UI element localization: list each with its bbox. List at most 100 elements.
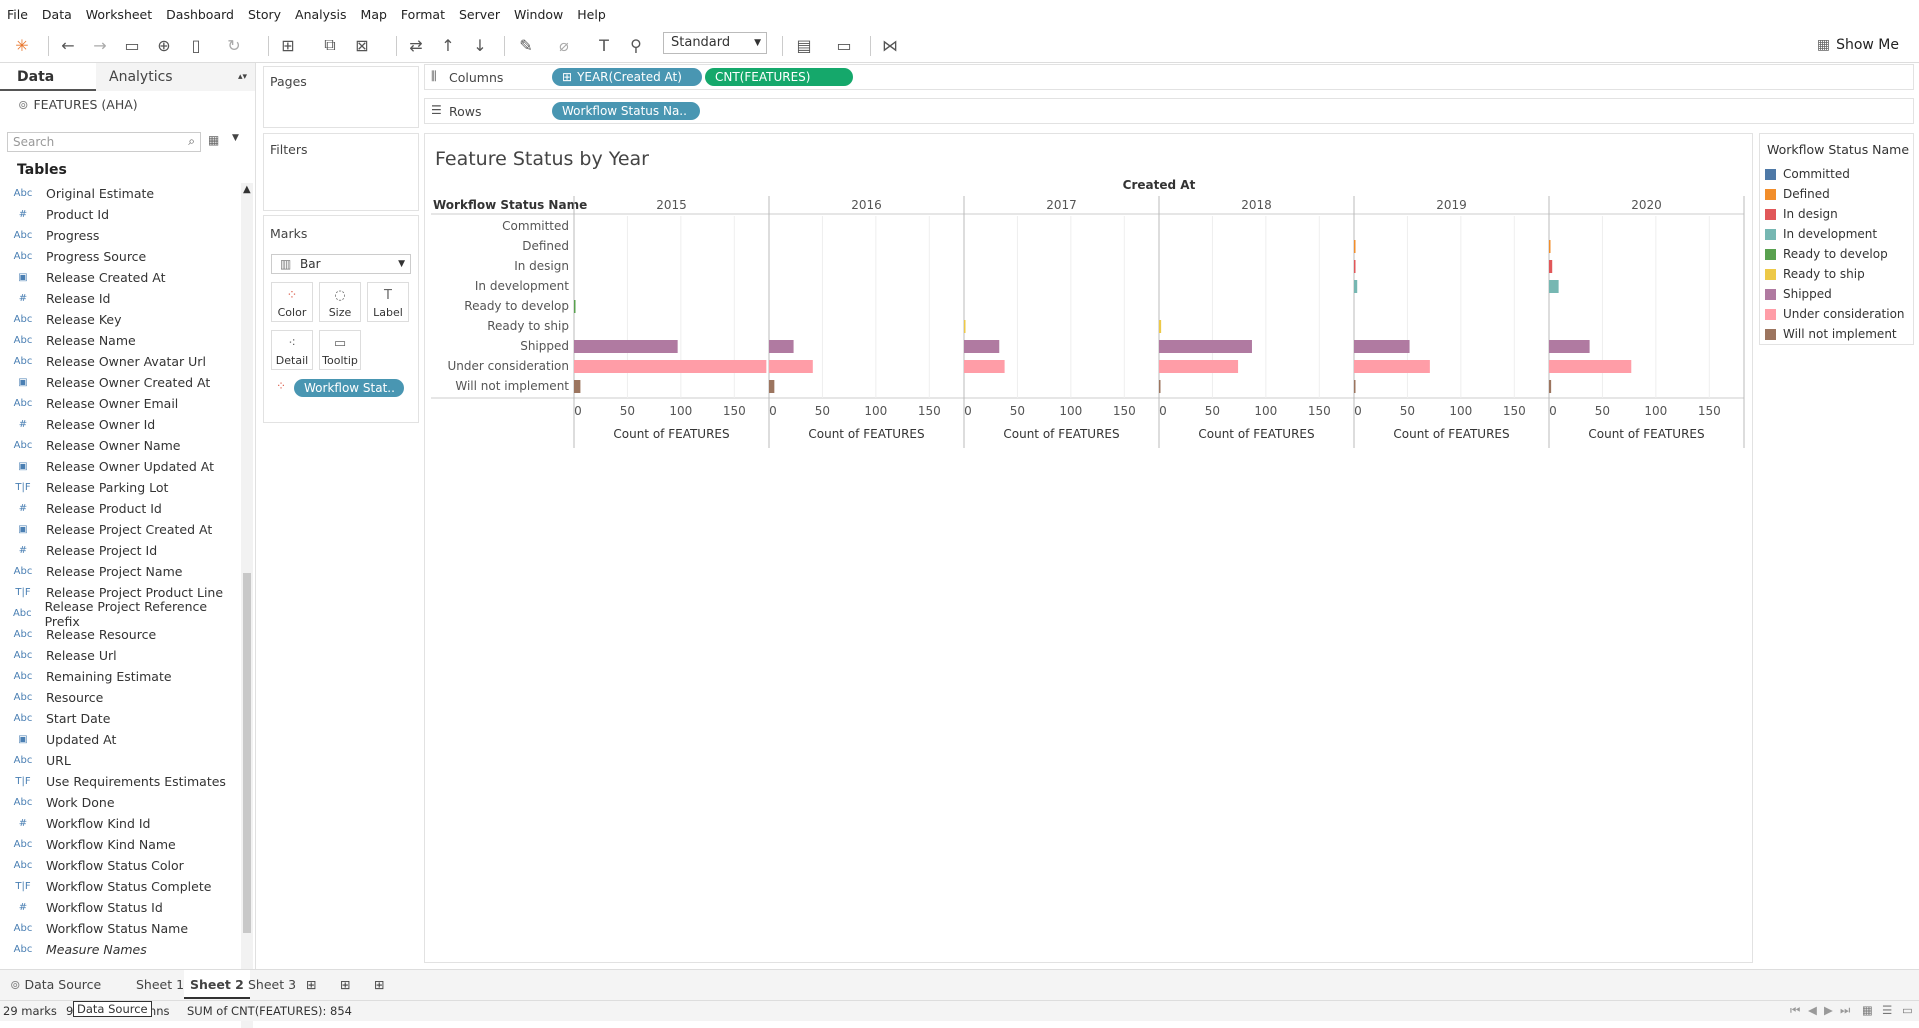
field-item[interactable]: Abc Release Owner Email bbox=[0, 393, 240, 414]
menu-analysis[interactable]: Analysis bbox=[295, 6, 347, 22]
field-item[interactable]: T|F Release Project Product Line bbox=[0, 582, 240, 603]
mark-type-select[interactable]: ▥ Bar ▼ bbox=[271, 254, 411, 274]
year-created-at-pill[interactable]: ⊞ YEAR(Created At) bbox=[552, 68, 702, 86]
view-as-list-icon[interactable]: ▦ bbox=[208, 133, 220, 147]
menu-data[interactable]: Data bbox=[41, 6, 72, 22]
bar-chart[interactable]: Created At Workflow Status Name Committed D… bbox=[431, 174, 1751, 504]
cnt-features-pill[interactable]: CNT(FEATURES) bbox=[705, 68, 853, 86]
legend-item[interactable]: In development bbox=[1765, 224, 1877, 244]
field-item[interactable]: T|F Use Requirements Estimates bbox=[0, 771, 240, 792]
rows-shelf[interactable]: ☰ Rows Workflow Status Na.. bbox=[424, 98, 1914, 124]
tab-sheet-3[interactable]: Sheet 3 bbox=[248, 977, 297, 992]
tab-sheet-1[interactable]: Sheet 1 bbox=[136, 977, 185, 992]
field-item[interactable]: Abc Original Estimate bbox=[0, 183, 240, 204]
legend-item[interactable]: Ready to develop bbox=[1765, 244, 1888, 264]
field-item[interactable]: ▣ Release Project Created At bbox=[0, 519, 240, 540]
show-mark-labels-icon[interactable]: T bbox=[599, 35, 609, 55]
field-item[interactable]: # Product Id bbox=[0, 204, 240, 225]
menu-server[interactable]: Server bbox=[458, 6, 500, 22]
field-item[interactable]: T|F Release Parking Lot bbox=[0, 477, 240, 498]
menu-file[interactable]: File bbox=[7, 6, 28, 22]
field-item[interactable]: # Release Project Id bbox=[0, 540, 240, 561]
field-item[interactable]: ▣ Updated At bbox=[0, 729, 240, 750]
field-item[interactable]: Abc Work Done bbox=[0, 792, 240, 813]
scroll-up-icon[interactable]: ▲ bbox=[243, 184, 251, 195]
swap-rows-columns-icon[interactable]: ⇄ bbox=[409, 35, 423, 55]
field-item[interactable]: T|F Workflow Status Complete bbox=[0, 876, 240, 897]
clear-sheet-icon[interactable]: ⊠ bbox=[355, 35, 369, 55]
field-item[interactable]: ▣ Release Owner Updated At bbox=[0, 456, 240, 477]
field-item[interactable]: Abc Release Project Reference Prefix bbox=[0, 599, 240, 629]
field-item[interactable]: Abc Release Key bbox=[0, 309, 240, 330]
menu-dashboard[interactable]: Dashboard bbox=[166, 6, 234, 22]
sort-ascending-icon[interactable]: ↑ bbox=[441, 35, 455, 55]
undo-icon[interactable]: ← bbox=[61, 35, 75, 55]
show-cards-icon[interactable]: ▤ bbox=[796, 35, 812, 55]
redo-icon[interactable]: → bbox=[93, 35, 107, 55]
share-icon[interactable]: ⋈ bbox=[882, 35, 898, 55]
tooltip-button[interactable]: ▭ Tooltip bbox=[319, 330, 361, 370]
menu-format[interactable]: Format bbox=[400, 6, 445, 22]
color-pill[interactable]: Workflow Stat.. bbox=[294, 379, 404, 397]
legend-item[interactable]: Committed bbox=[1765, 164, 1850, 184]
pause-updates-icon[interactable]: ▯ bbox=[191, 35, 201, 55]
label-button[interactable]: T Label bbox=[367, 282, 409, 322]
field-item[interactable]: ▣ Release Created At bbox=[0, 267, 240, 288]
legend-item[interactable]: Defined bbox=[1765, 184, 1830, 204]
field-item[interactable]: Abc Release Name bbox=[0, 330, 240, 351]
new-story-icon[interactable]: ⊞ bbox=[374, 977, 385, 992]
scrollbar-thumb[interactable] bbox=[243, 573, 251, 933]
tab-data-source[interactable]: ⊚ Data Source bbox=[10, 977, 102, 992]
field-item[interactable]: Abc Release Url bbox=[0, 645, 240, 666]
nav-prev-icon[interactable]: ◀ bbox=[1808, 1003, 1817, 1017]
field-item[interactable]: Abc Release Owner Name bbox=[0, 435, 240, 456]
list-view-icon[interactable]: ☰ bbox=[1882, 1003, 1893, 1017]
legend-item[interactable]: Ready to ship bbox=[1765, 264, 1865, 284]
legend-item[interactable]: Shipped bbox=[1765, 284, 1832, 304]
save-icon[interactable]: ▭ bbox=[124, 35, 140, 55]
field-item[interactable]: Abc Workflow Status Name bbox=[0, 918, 240, 939]
field-item[interactable]: # Workflow Kind Id bbox=[0, 813, 240, 834]
field-item[interactable]: # Workflow Status Id bbox=[0, 897, 240, 918]
field-item[interactable]: Abc Measure Names bbox=[0, 939, 240, 960]
datasource-name[interactable]: ⊚ FEATURES (AHA) bbox=[18, 97, 138, 112]
menu-story[interactable]: Story bbox=[247, 6, 282, 22]
new-worksheet-icon[interactable]: ⊞ bbox=[281, 35, 295, 55]
field-item[interactable]: Abc Workflow Status Color bbox=[0, 855, 240, 876]
field-item[interactable]: # Release Id bbox=[0, 288, 240, 309]
presentation-mode-icon[interactable]: ▭ bbox=[836, 35, 852, 55]
detail-button[interactable]: ⁖ Detail bbox=[271, 330, 313, 370]
menu-help[interactable]: Help bbox=[577, 6, 606, 22]
field-item[interactable]: Abc Resource bbox=[0, 687, 240, 708]
legend-item[interactable]: Will not implement bbox=[1765, 324, 1897, 344]
tab-data[interactable]: Data bbox=[0, 63, 96, 91]
refresh-icon[interactable]: ↻ bbox=[227, 35, 241, 55]
legend-item[interactable]: Under consideration bbox=[1765, 304, 1905, 324]
field-item[interactable]: Abc Release Resource bbox=[0, 624, 240, 645]
nav-first-icon[interactable]: ⏮ bbox=[1790, 1003, 1801, 1017]
duplicate-sheet-icon[interactable]: ⧉ bbox=[324, 35, 336, 54]
field-item[interactable]: Abc URL bbox=[0, 750, 240, 771]
new-dashboard-icon[interactable]: ⊞ bbox=[340, 977, 351, 992]
size-button[interactable]: ◌ Size bbox=[319, 282, 361, 322]
group-members-icon[interactable]: ⌀ bbox=[559, 35, 569, 55]
field-item[interactable]: Abc Start Date bbox=[0, 708, 240, 729]
new-datasource-icon[interactable]: ⊕ bbox=[157, 35, 171, 55]
menu-worksheet[interactable]: Worksheet bbox=[85, 6, 153, 22]
fix-axes-icon[interactable]: ⚲ bbox=[630, 35, 642, 55]
search-input[interactable]: Search ⌕ bbox=[7, 132, 201, 152]
field-item[interactable]: Abc Progress bbox=[0, 225, 240, 246]
field-item[interactable]: # Release Owner Id bbox=[0, 414, 240, 435]
tab-sheet-2[interactable]: Sheet 2 bbox=[184, 970, 250, 999]
field-item[interactable]: Abc Release Owner Avatar Url bbox=[0, 351, 240, 372]
sort-descending-icon[interactable]: ↓ bbox=[473, 35, 487, 55]
filters-card[interactable]: Filters bbox=[263, 133, 419, 211]
pages-card[interactable]: Pages bbox=[263, 66, 419, 128]
columns-shelf[interactable]: ⫼ Columns ⊞ YEAR(Created At) CNT(FEATURES… bbox=[424, 64, 1914, 90]
tableau-logo-icon[interactable]: ✳ bbox=[15, 35, 29, 55]
film-view-icon[interactable]: ▭ bbox=[1902, 1003, 1913, 1017]
field-item[interactable]: ▣ Release Owner Created At bbox=[0, 372, 240, 393]
field-item[interactable]: Abc Remaining Estimate bbox=[0, 666, 240, 687]
new-worksheet-icon[interactable]: ⊞ bbox=[306, 977, 317, 992]
field-item[interactable]: Abc Workflow Kind Name bbox=[0, 834, 240, 855]
